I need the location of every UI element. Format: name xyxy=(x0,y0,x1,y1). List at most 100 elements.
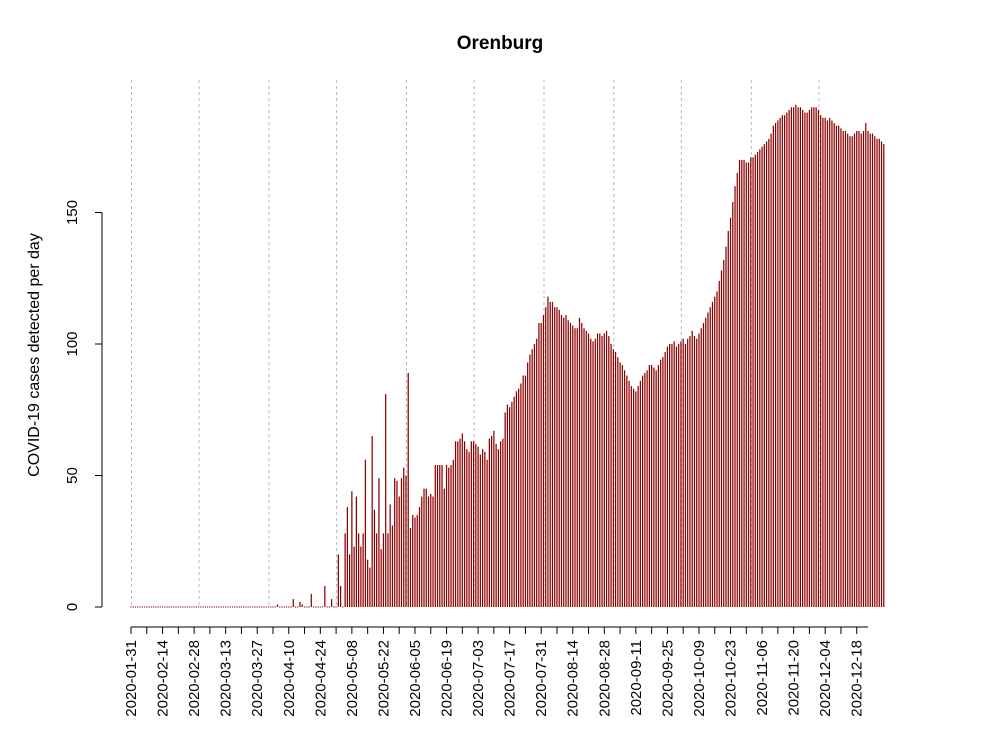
bar xyxy=(725,246,727,607)
bar xyxy=(200,606,202,608)
bar xyxy=(378,478,380,607)
bar xyxy=(276,604,279,607)
bar xyxy=(799,107,802,608)
bar xyxy=(558,309,560,607)
bar xyxy=(765,141,768,608)
bar xyxy=(234,606,236,608)
y-axis: 0 50 100 150 xyxy=(64,200,103,611)
bar xyxy=(603,333,605,607)
bar xyxy=(563,317,565,607)
bar xyxy=(619,362,621,607)
bar xyxy=(134,606,137,608)
bar xyxy=(186,606,188,608)
bar xyxy=(227,606,229,608)
y-tick-label: 0 xyxy=(64,603,81,611)
bars xyxy=(130,104,885,608)
bar xyxy=(707,312,709,607)
bar xyxy=(308,606,310,608)
bar xyxy=(806,112,808,607)
bar xyxy=(569,322,572,607)
bar xyxy=(734,186,736,607)
bar xyxy=(504,412,506,607)
bar xyxy=(795,104,797,608)
bar xyxy=(781,115,783,607)
bar xyxy=(301,604,303,607)
bar xyxy=(360,546,362,607)
bar xyxy=(470,441,472,607)
bar xyxy=(290,606,292,608)
bar xyxy=(772,125,774,608)
bar xyxy=(452,459,454,607)
bar xyxy=(741,159,743,607)
bar xyxy=(416,514,418,607)
bar xyxy=(808,109,811,608)
bar xyxy=(245,606,247,608)
bar xyxy=(648,365,650,607)
bar xyxy=(833,123,835,607)
bar xyxy=(637,386,639,607)
bar xyxy=(581,322,583,607)
x-tick-label: 2020-06-19 xyxy=(439,640,456,717)
bar xyxy=(687,338,689,607)
x-axis: 2020-01-31 2020-02-14 2020-02-28 2020-03-13… xyxy=(123,626,868,717)
bar xyxy=(680,341,682,607)
bar xyxy=(716,291,718,607)
bar xyxy=(319,606,321,608)
bar xyxy=(281,606,283,608)
bar xyxy=(143,606,146,608)
y-axis-label: COVID-19 cases detected per day xyxy=(26,233,43,477)
bar xyxy=(660,359,662,607)
bar xyxy=(479,454,481,607)
bar xyxy=(294,606,297,608)
x-tick-label: 2020-10-09 xyxy=(691,640,708,717)
bar xyxy=(729,217,732,607)
bar xyxy=(574,328,576,607)
bar xyxy=(520,383,522,607)
bar xyxy=(763,144,765,607)
bar xyxy=(754,154,756,607)
bar xyxy=(653,367,655,607)
bar xyxy=(409,528,412,607)
bar xyxy=(696,338,698,607)
bar xyxy=(222,606,225,608)
bar xyxy=(349,554,351,607)
bar xyxy=(457,441,459,607)
bar xyxy=(779,117,781,607)
bar xyxy=(265,606,267,608)
bar xyxy=(231,606,234,608)
bar xyxy=(720,270,723,607)
bar xyxy=(540,322,542,607)
bar xyxy=(817,109,820,608)
bar xyxy=(177,606,179,608)
bar xyxy=(635,391,637,607)
bar xyxy=(750,157,752,607)
bar xyxy=(822,117,824,607)
bar xyxy=(346,507,348,607)
bar xyxy=(651,365,653,607)
bar xyxy=(355,496,358,607)
bar xyxy=(279,606,281,608)
x-tick-label: 2020-03-13 xyxy=(218,640,235,717)
bar xyxy=(675,346,678,607)
bar xyxy=(641,375,644,607)
bar xyxy=(168,606,170,608)
bar xyxy=(594,338,596,607)
bar xyxy=(472,441,475,607)
bar xyxy=(673,341,675,607)
bar xyxy=(216,606,218,608)
bar xyxy=(617,357,619,607)
bar xyxy=(745,162,747,607)
bar xyxy=(443,488,445,607)
bar xyxy=(344,533,346,607)
bar xyxy=(175,606,177,608)
x-tick-label: 2020-08-28 xyxy=(596,640,613,717)
bar xyxy=(723,259,725,607)
bar xyxy=(655,370,657,607)
bar xyxy=(865,123,867,607)
bar xyxy=(427,496,430,607)
x-tick-label: 2020-05-08 xyxy=(344,640,361,717)
bar xyxy=(204,606,206,608)
bar xyxy=(184,606,186,608)
bar xyxy=(150,606,152,608)
bar xyxy=(159,606,161,608)
